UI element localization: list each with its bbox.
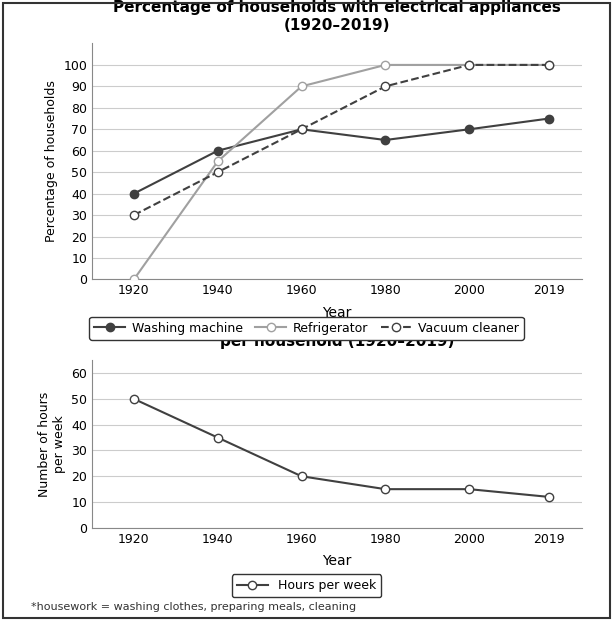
Legend: Washing machine, Refrigerator, Vacuum cleaner: Washing machine, Refrigerator, Vacuum cl… <box>89 317 524 340</box>
Legend: Hours per week: Hours per week <box>232 574 381 597</box>
Y-axis label: Number of hours
per week: Number of hours per week <box>37 391 66 497</box>
Title: Number of hours of housework* per week,
per household (1920–2019): Number of hours of housework* per week, … <box>156 317 519 349</box>
Text: *housework = washing clothes, preparing meals, cleaning: *housework = washing clothes, preparing … <box>31 602 356 612</box>
Title: Percentage of households with electrical appliances
(1920–2019): Percentage of households with electrical… <box>113 0 561 32</box>
Y-axis label: Percentage of households: Percentage of households <box>45 81 58 242</box>
X-axis label: Year: Year <box>322 554 352 568</box>
X-axis label: Year: Year <box>322 306 352 320</box>
